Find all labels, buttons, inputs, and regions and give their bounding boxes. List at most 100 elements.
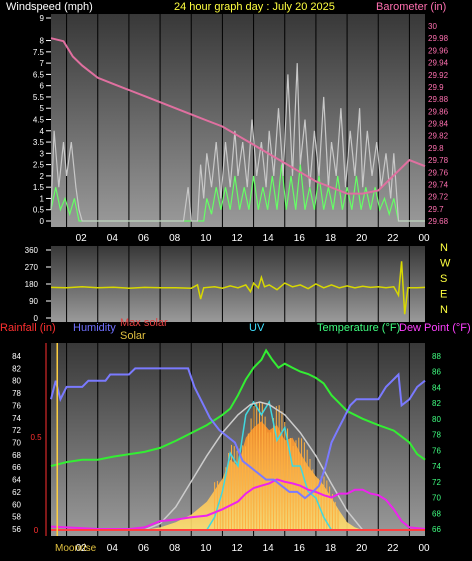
baro-tick-label: 29.98 — [428, 34, 449, 43]
wind-tick-label: 5 — [40, 104, 45, 113]
baro-tick-label: 29.96 — [428, 46, 449, 55]
temp-tick-label: 78 — [432, 431, 441, 440]
temp-tick-label: 80 — [432, 415, 441, 424]
wind-tick-label: 4 — [40, 127, 45, 136]
wind-tick-label: 1 — [40, 194, 45, 203]
humidity-tick-label: 60 — [12, 500, 21, 509]
humidity-tick-label: 64 — [12, 476, 21, 485]
wind-tick-label: 6.5 — [33, 70, 45, 79]
wind-tick-label: 0 — [40, 217, 45, 226]
wind-tick-label: 7 — [40, 59, 45, 68]
baro-tick-label: 29.82 — [428, 132, 449, 141]
rain-tick-label: 0 — [34, 526, 39, 535]
x-tick-label: 08 — [169, 233, 181, 244]
humidity-line — [50, 367, 426, 500]
baro-tick-label: 30 — [428, 22, 437, 31]
x-tick-label: 10 — [200, 543, 212, 554]
baro-tick-label: 29.8 — [428, 144, 444, 153]
humidity-tick-label: 74 — [12, 414, 21, 423]
wind-tick-label: 4.5 — [33, 116, 45, 125]
humidity-tick-label: 80 — [12, 377, 21, 386]
x-tick-label: 14 — [263, 233, 275, 244]
wind-tick-label: 7.5 — [33, 48, 45, 57]
rain-tick-label: 0.5 — [30, 433, 42, 442]
dew-point-line — [50, 478, 426, 530]
humidity-tick-label: 84 — [12, 352, 21, 361]
x-tick-label: 14 — [263, 543, 275, 554]
x-tick-label: 22 — [387, 543, 399, 554]
direction-tick-label: 360 — [25, 246, 39, 255]
wind-tick-label: 2 — [40, 172, 45, 181]
wind-gust-line — [50, 164, 425, 222]
humidity-tick-label: 76 — [12, 401, 21, 410]
humidity-label: Humidity — [73, 322, 116, 334]
wind-tick-label: 1.5 — [33, 183, 45, 192]
x-tick-label: 10 — [200, 233, 212, 244]
wind-tick-label: 5.5 — [33, 93, 45, 102]
x-tick-label: 18 — [325, 233, 337, 244]
baro-tick-label: 29.84 — [428, 120, 449, 129]
x-tick-label: 00 — [418, 543, 430, 554]
humidity-tick-label: 56 — [12, 525, 21, 534]
temp-tick-label: 74 — [432, 462, 441, 471]
max-solar-label: Max solar — [120, 317, 168, 329]
temp-tick-label: 88 — [432, 352, 441, 361]
x-tick-label: 12 — [231, 543, 243, 554]
temp-tick-label: 72 — [432, 478, 441, 487]
temperature-label: Temperature (°F) — [317, 322, 400, 334]
compass-label: E — [440, 289, 447, 301]
x-tick-label: 20 — [356, 543, 368, 554]
x-tick-label: 08 — [169, 543, 181, 554]
chart-title: 24 hour graph day : July 20 2025 — [174, 1, 335, 13]
uv-label: UV — [249, 322, 265, 334]
baro-tick-label: 29.94 — [428, 59, 449, 68]
wind-plot-area — [51, 14, 425, 227]
baro-tick-label: 29.92 — [428, 71, 449, 80]
wind-tick-label: 0.5 — [33, 206, 45, 215]
baro-tick-label: 29.86 — [428, 107, 449, 116]
temp-tick-label: 82 — [432, 399, 441, 408]
wind-tick-label: 3.5 — [33, 138, 45, 147]
humidity-tick-label: 68 — [12, 451, 21, 460]
baro-tick-label: 29.72 — [428, 193, 449, 202]
x-tick-label: 04 — [107, 543, 119, 554]
baro-tick-label: 29.9 — [428, 83, 444, 92]
x-tick-label: 20 — [356, 233, 368, 244]
humidity-tick-label: 72 — [12, 426, 21, 435]
x-tick-label: 00 — [418, 233, 430, 244]
temp-tick-label: 68 — [432, 509, 441, 518]
humidity-tick-label: 62 — [12, 488, 21, 497]
x-tick-label: 18 — [325, 543, 337, 554]
baro-tick-label: 29.7 — [428, 205, 444, 214]
direction-tick-label: 180 — [25, 280, 39, 289]
humidity-tick-label: 58 — [12, 513, 21, 522]
x-tick-label: 02 — [76, 543, 88, 554]
x-tick-label: 06 — [138, 543, 150, 554]
baro-tick-label: 29.76 — [428, 168, 449, 177]
baro-axis-label: Barometer (in) — [376, 1, 446, 13]
baro-tick-label: 29.88 — [428, 95, 449, 104]
direction-tick-label: 90 — [29, 297, 38, 306]
temp-tick-label: 86 — [432, 368, 441, 377]
wind-tick-label: 2.5 — [33, 161, 45, 170]
moonrise-label: Moonrise — [55, 543, 97, 554]
barometer-line — [50, 37, 426, 195]
x-tick-label: 06 — [138, 233, 150, 244]
temp-tick-label: 70 — [432, 494, 441, 503]
temp-tick-label: 84 — [432, 383, 441, 392]
direction-tick-label: 0 — [34, 314, 39, 323]
humidity-tick-label: 66 — [12, 463, 21, 472]
compass-label: N — [440, 242, 448, 254]
compass-label: S — [440, 273, 447, 285]
wind-tick-label: 3 — [40, 149, 45, 158]
x-tick-label: 16 — [294, 543, 306, 554]
wind-tick-label: 6 — [40, 82, 45, 91]
humidity-tick-label: 70 — [12, 439, 21, 448]
direction-tick-label: 270 — [25, 263, 39, 272]
temp-tick-label: 76 — [432, 446, 441, 455]
wind-direction-line — [50, 261, 426, 315]
wind-axis-label: Windspeed (mph) — [6, 1, 93, 13]
wind-direction-plot-area — [51, 246, 425, 322]
solar-label: Solar — [120, 330, 146, 342]
